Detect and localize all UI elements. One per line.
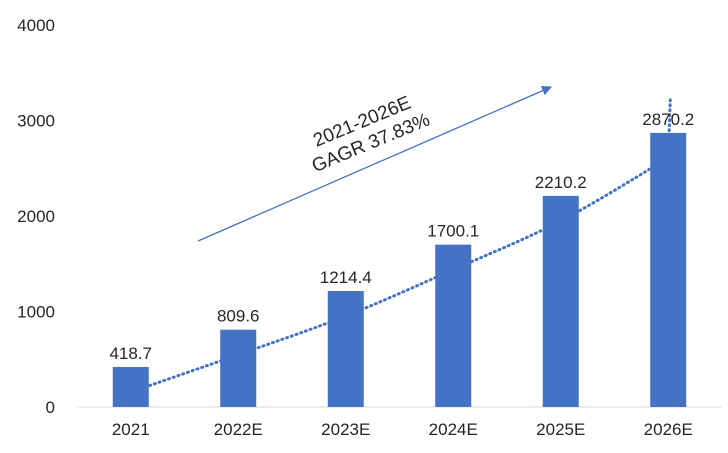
x-tick-label: 2023E bbox=[321, 420, 370, 439]
data-label: 2210.2 bbox=[535, 173, 587, 192]
data-label: 809.6 bbox=[217, 307, 260, 326]
trend-line bbox=[129, 98, 672, 394]
x-tick-label: 2025E bbox=[536, 420, 585, 439]
bars bbox=[112, 132, 687, 407]
data-label: 1700.1 bbox=[427, 222, 479, 241]
bar bbox=[650, 132, 687, 407]
x-tick-label: 2026E bbox=[644, 420, 693, 439]
y-tick-label: 0 bbox=[46, 398, 55, 417]
x-tick-label: 2021 bbox=[112, 420, 150, 439]
y-tick-label: 3000 bbox=[17, 112, 55, 131]
data-label: 418.7 bbox=[109, 344, 152, 363]
cagr-annotation: 2021-2026E GAGR 37.83% bbox=[309, 92, 433, 177]
y-tick-label: 1000 bbox=[17, 303, 55, 322]
y-axis-tick-labels: 0 1000 2000 3000 4000 bbox=[17, 16, 55, 417]
x-tick-label: 2024E bbox=[429, 420, 478, 439]
y-tick-label: 2000 bbox=[17, 207, 55, 226]
bar bbox=[220, 329, 257, 407]
bar bbox=[112, 367, 149, 407]
data-labels: 418.7 809.6 1214.4 1700.1 2210.2 2870.2 bbox=[109, 110, 694, 363]
data-label: 1214.4 bbox=[320, 268, 372, 287]
y-tick-label: 4000 bbox=[17, 16, 55, 35]
x-axis-tick-labels: 2021 2022E 2023E 2024E 2025E 2026E bbox=[112, 420, 693, 439]
data-label: 2870.2 bbox=[642, 110, 694, 129]
bar bbox=[327, 291, 364, 407]
bar bbox=[542, 195, 579, 407]
growth-arrow bbox=[197, 86, 552, 242]
bar bbox=[435, 244, 472, 407]
x-tick-label: 2022E bbox=[214, 420, 263, 439]
